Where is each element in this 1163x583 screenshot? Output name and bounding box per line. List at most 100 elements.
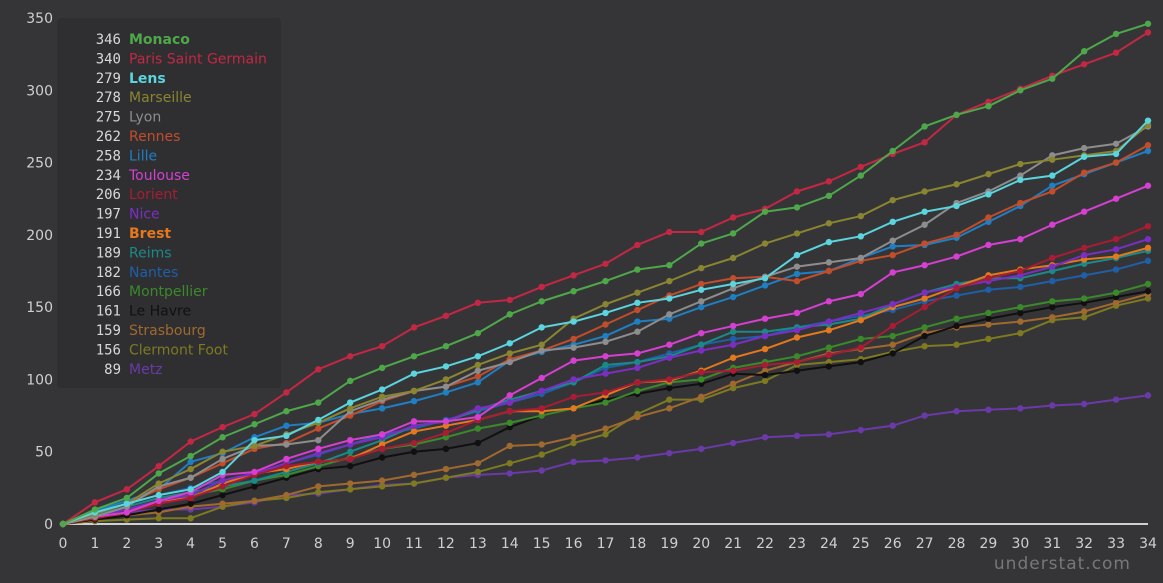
data-point[interactable] bbox=[602, 370, 609, 377]
data-point[interactable] bbox=[315, 399, 322, 406]
data-point[interactable] bbox=[729, 328, 737, 335]
data-point[interactable] bbox=[251, 497, 258, 505]
data-point[interactable] bbox=[1049, 277, 1056, 285]
data-point[interactable] bbox=[410, 471, 418, 479]
data-point[interactable] bbox=[698, 376, 705, 383]
data-point[interactable] bbox=[474, 405, 482, 412]
data-point[interactable] bbox=[1017, 309, 1024, 317]
data-point[interactable] bbox=[602, 309, 609, 317]
data-point[interactable] bbox=[347, 353, 354, 360]
legend-team-name[interactable]: Strasbourg bbox=[129, 323, 206, 339]
data-point[interactable] bbox=[219, 448, 226, 455]
data-point[interactable] bbox=[1049, 75, 1056, 82]
data-point[interactable] bbox=[666, 449, 673, 457]
data-point[interactable] bbox=[634, 289, 641, 296]
data-point[interactable] bbox=[378, 342, 386, 350]
data-point[interactable] bbox=[123, 500, 131, 507]
data-point[interactable] bbox=[634, 358, 641, 366]
data-point[interactable] bbox=[378, 477, 386, 484]
data-point[interactable] bbox=[347, 448, 354, 455]
data-point[interactable] bbox=[1017, 176, 1024, 184]
data-point[interactable] bbox=[378, 364, 386, 372]
data-point[interactable] bbox=[410, 480, 418, 487]
data-point[interactable] bbox=[985, 315, 992, 322]
data-point[interactable] bbox=[410, 324, 418, 331]
data-point[interactable] bbox=[378, 483, 386, 490]
data-point[interactable] bbox=[953, 292, 960, 299]
data-point[interactable] bbox=[889, 269, 896, 276]
data-point[interactable] bbox=[634, 266, 641, 273]
data-point[interactable] bbox=[825, 267, 833, 275]
data-point[interactable] bbox=[602, 457, 609, 464]
data-point[interactable] bbox=[283, 408, 290, 415]
data-point[interactable] bbox=[602, 321, 609, 328]
data-point[interactable] bbox=[666, 376, 673, 383]
data-point[interactable] bbox=[474, 329, 482, 337]
data-point[interactable] bbox=[1144, 257, 1152, 265]
data-point[interactable] bbox=[1112, 289, 1120, 296]
data-point[interactable] bbox=[666, 228, 673, 236]
data-point[interactable] bbox=[442, 474, 450, 481]
data-point[interactable] bbox=[857, 254, 864, 262]
data-point[interactable] bbox=[857, 426, 864, 434]
data-point[interactable] bbox=[729, 335, 737, 343]
data-point[interactable] bbox=[634, 299, 641, 307]
data-point[interactable] bbox=[570, 357, 577, 364]
data-point[interactable] bbox=[378, 431, 386, 438]
data-point[interactable] bbox=[1112, 235, 1120, 243]
data-point[interactable] bbox=[347, 455, 354, 463]
data-point[interactable] bbox=[666, 354, 673, 361]
data-point[interactable] bbox=[123, 486, 131, 493]
data-point[interactable] bbox=[251, 483, 258, 490]
data-point[interactable] bbox=[666, 277, 673, 285]
data-point[interactable] bbox=[315, 366, 322, 373]
data-point[interactable] bbox=[410, 448, 418, 455]
data-point[interactable] bbox=[602, 399, 609, 406]
data-point[interactable] bbox=[187, 465, 194, 473]
data-point[interactable] bbox=[985, 102, 992, 110]
data-point[interactable] bbox=[570, 376, 577, 383]
legend-team-name[interactable]: Nantes bbox=[129, 265, 178, 281]
data-point[interactable] bbox=[1017, 160, 1024, 168]
data-point[interactable] bbox=[155, 491, 162, 499]
data-point[interactable] bbox=[378, 445, 386, 453]
data-point[interactable] bbox=[729, 354, 737, 361]
data-point[interactable] bbox=[985, 335, 992, 343]
data-point[interactable] bbox=[634, 328, 641, 335]
data-point[interactable] bbox=[283, 455, 290, 463]
data-point[interactable] bbox=[251, 468, 258, 476]
data-point[interactable] bbox=[857, 309, 864, 317]
data-point[interactable] bbox=[602, 361, 609, 369]
data-point[interactable] bbox=[698, 393, 705, 400]
data-point[interactable] bbox=[155, 497, 162, 505]
data-point[interactable] bbox=[474, 379, 482, 386]
data-point[interactable] bbox=[1049, 402, 1056, 409]
data-point[interactable] bbox=[1112, 253, 1120, 260]
data-point[interactable] bbox=[953, 202, 960, 210]
data-point[interactable] bbox=[442, 376, 450, 383]
data-point[interactable] bbox=[953, 315, 960, 322]
data-point[interactable] bbox=[761, 275, 769, 282]
data-point[interactable] bbox=[538, 347, 545, 354]
legend-team-name[interactable]: Rennes bbox=[129, 129, 180, 145]
data-point[interactable] bbox=[634, 350, 641, 357]
data-point[interactable] bbox=[889, 196, 896, 204]
data-point[interactable] bbox=[1112, 246, 1120, 253]
data-point[interactable] bbox=[570, 434, 577, 441]
data-point[interactable] bbox=[729, 367, 737, 374]
legend-team-name[interactable]: Marseille bbox=[129, 90, 192, 106]
data-point[interactable] bbox=[921, 208, 928, 215]
data-point[interactable] bbox=[634, 306, 641, 314]
data-point[interactable] bbox=[474, 460, 482, 467]
data-point[interactable] bbox=[953, 285, 960, 292]
data-point[interactable] bbox=[1017, 283, 1024, 291]
data-point[interactable] bbox=[793, 358, 801, 366]
data-point[interactable] bbox=[155, 506, 162, 513]
data-point[interactable] bbox=[921, 342, 928, 350]
data-point[interactable] bbox=[59, 520, 67, 528]
data-point[interactable] bbox=[1049, 303, 1056, 311]
data-point[interactable] bbox=[1144, 20, 1152, 27]
data-point[interactable] bbox=[315, 458, 322, 466]
data-point[interactable] bbox=[857, 316, 864, 324]
data-point[interactable] bbox=[985, 286, 992, 293]
